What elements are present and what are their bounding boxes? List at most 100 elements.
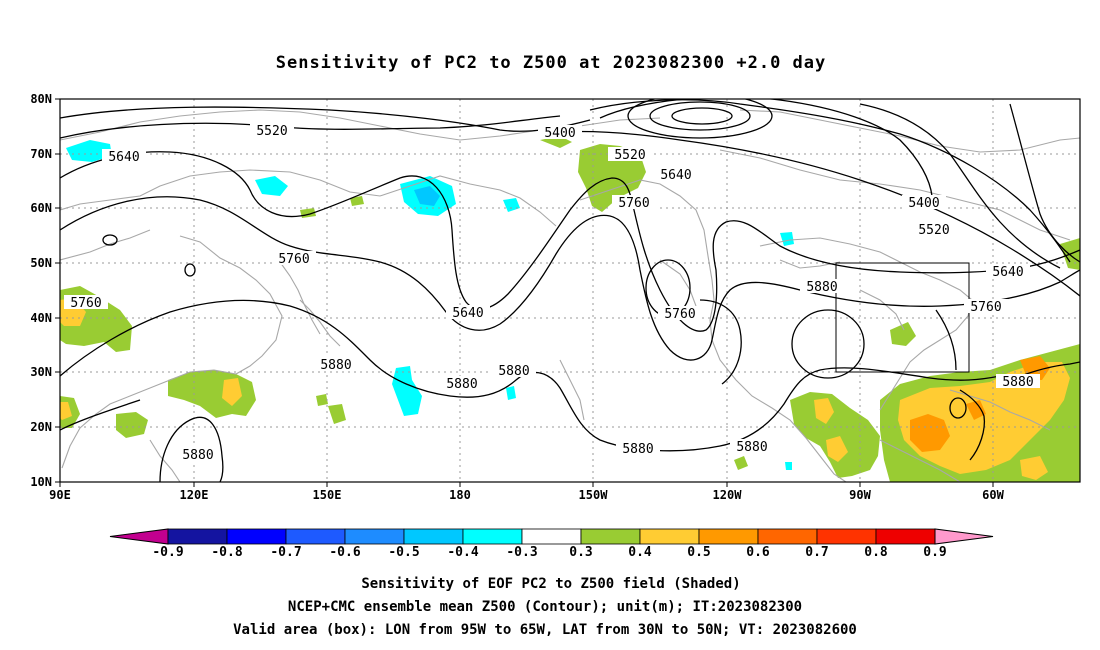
- colorbar-box: [875, 528, 936, 545]
- yellow-patch: [814, 398, 834, 424]
- contour-label-5520: 5520: [918, 223, 949, 238]
- lon-label: 90E: [49, 488, 71, 502]
- cyan-patch: [255, 176, 288, 196]
- lon-label: 60W: [982, 488, 1004, 502]
- colorbar-box: [816, 528, 877, 545]
- colorbar-label: 0.7: [805, 545, 828, 560]
- lightblue-patch: [414, 186, 440, 206]
- colorbar-box: [462, 528, 523, 545]
- contour-label-5760: 5760: [618, 196, 649, 211]
- green-patch: [316, 394, 328, 406]
- colorbar-box: [403, 528, 464, 545]
- colorbar-label: -0.7: [270, 545, 301, 560]
- plot-frame: [59, 98, 1081, 483]
- latitude-labels: 80N 70N 60N 50N 40N 30N 20N 10N: [30, 92, 52, 489]
- lat-label: 40N: [30, 311, 52, 325]
- yellow-patch: [60, 402, 72, 420]
- colorbar-label: -0.4: [447, 545, 478, 560]
- map-title: Sensitivity of PC2 to Z500 at 2023082300…: [276, 53, 827, 73]
- colorbar-box: [285, 528, 346, 545]
- contour-label-5760: 5760: [664, 307, 695, 322]
- colorbar-label: 0.3: [569, 545, 592, 560]
- caption-line-1: Sensitivity of EOF PC2 to Z500 field (Sh…: [361, 576, 740, 592]
- lat-label: 60N: [30, 201, 52, 215]
- colorbar-box: [167, 528, 228, 545]
- contour-label-5880: 5880: [1002, 375, 1033, 390]
- contour-label-5640: 5640: [452, 306, 483, 321]
- contour-label-5640: 5640: [992, 265, 1023, 280]
- green-patch: [734, 456, 748, 470]
- yellow-patch: [222, 378, 242, 406]
- contour-label-5400: 5400: [908, 196, 939, 211]
- lon-label: 150E: [313, 488, 342, 502]
- contour-label-5760: 5760: [70, 296, 101, 311]
- colorbar-box: [698, 528, 759, 545]
- contour-label-5640: 5640: [108, 150, 139, 165]
- valid-area-box: [835, 262, 970, 373]
- contour-label-5520: 5520: [256, 124, 287, 139]
- green-patch: [350, 196, 364, 206]
- axis-ticks: [55, 98, 994, 487]
- lat-label: 30N: [30, 365, 52, 379]
- contour-label-5880: 5880: [806, 280, 837, 295]
- lon-label: 90W: [849, 488, 871, 502]
- caption-line-3: Valid area (box): LON from 95W to 65W, L…: [233, 622, 857, 638]
- colorbar-labels: -0.9 -0.8 -0.7 -0.6 -0.5 -0.4 -0.3 0.3 0…: [152, 545, 946, 560]
- colorbar-arrow-left: [109, 528, 169, 545]
- lon-label: 180: [449, 488, 471, 502]
- colorbar-label: -0.5: [388, 545, 419, 560]
- green-patch: [328, 404, 346, 424]
- colorbar-label: 0.4: [628, 545, 652, 560]
- contour-label-5880: 5880: [446, 377, 477, 392]
- green-patch: [890, 322, 916, 346]
- cyan-patch: [66, 140, 112, 162]
- colorbar-box: [639, 528, 700, 545]
- contour-label-5880: 5880: [498, 364, 529, 379]
- orange-patch: [910, 414, 950, 452]
- cyan-patch: [503, 198, 520, 212]
- colorbar-arrow-right: [934, 528, 994, 545]
- colorbar-box: [344, 528, 405, 545]
- lon-label: 120W: [713, 488, 743, 502]
- colorbar-label: -0.3: [506, 545, 537, 560]
- yellow-patch: [826, 436, 848, 462]
- colorbar-label: 0.8: [864, 545, 888, 560]
- contour-label-5640: 5640: [660, 168, 691, 183]
- colorbar-label: -0.9: [152, 545, 183, 560]
- contour-labels: 5520 5640 5400 5520 5640 5760 5400 5520 …: [64, 123, 1040, 463]
- contour-label-5880: 5880: [736, 440, 767, 455]
- contour-label-5880: 5880: [182, 448, 213, 463]
- colorbar-box: [580, 528, 641, 545]
- colorbar-label: -0.8: [211, 545, 242, 560]
- lat-label: 10N: [30, 475, 52, 489]
- colorbar-box: [757, 528, 818, 545]
- colorbar-box: [226, 528, 287, 545]
- cyan-patch: [392, 366, 422, 416]
- contour-label-5760: 5760: [970, 300, 1001, 315]
- lat-label: 50N: [30, 256, 52, 270]
- contour-label-5520: 5520: [614, 148, 645, 163]
- cyan-patch: [785, 462, 792, 470]
- green-patch: [790, 392, 880, 478]
- orange-patch: [966, 400, 986, 420]
- colorbar: [109, 528, 994, 545]
- colorbar-box: [521, 528, 582, 545]
- contour-label-5880: 5880: [320, 358, 351, 373]
- colorbar-label: 0.9: [923, 545, 946, 560]
- z500-contours: [60, 99, 1080, 482]
- colorbar-label: 0.5: [687, 545, 710, 560]
- contour-label-5880: 5880: [622, 442, 653, 457]
- cyan-patch: [780, 232, 794, 246]
- colorbar-label: 0.6: [746, 545, 770, 560]
- yellow-patch: [1020, 456, 1048, 480]
- contour-label-5400: 5400: [544, 126, 575, 141]
- cyan-patch: [506, 386, 516, 400]
- lat-label: 70N: [30, 147, 52, 161]
- green-patch: [116, 412, 148, 438]
- caption-line-2: NCEP+CMC ensemble mean Z500 (Contour); u…: [288, 599, 802, 615]
- longitude-labels: 90E 120E 150E 180 150W 120W 90W 60W: [49, 488, 1004, 502]
- lon-label: 150W: [579, 488, 609, 502]
- lon-label: 120E: [180, 488, 209, 502]
- colorbar-label: -0.6: [329, 545, 360, 560]
- lat-label: 80N: [30, 92, 52, 106]
